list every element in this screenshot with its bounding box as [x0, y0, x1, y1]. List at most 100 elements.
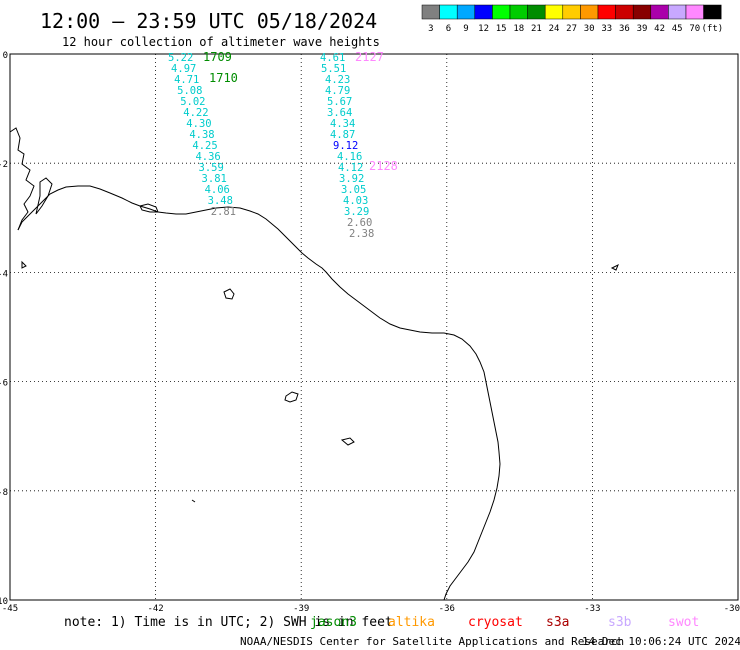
scale-label: 45	[672, 24, 683, 34]
satellite-legend-s3a: s3a	[546, 615, 569, 630]
satellite-legend-swot: swot	[668, 615, 699, 630]
wave-height-value: 5.22	[168, 52, 193, 64]
scale-label: 24	[549, 24, 560, 34]
lon-label: -30	[724, 604, 740, 614]
lon-label: -33	[584, 604, 600, 614]
island-4	[340, 437, 355, 446]
map-frame: 0 -2 -4 -6 -8 -10 -45 -42 -39 -36 -33 -30	[0, 51, 740, 614]
wave-height-value: 4.36	[195, 151, 220, 163]
wave-height-value: 3.64	[327, 107, 352, 119]
scale-swatch	[492, 4, 511, 20]
island-7	[191, 499, 196, 503]
lon-label: -39	[293, 604, 309, 614]
satellite-legend-s3b: s3b	[608, 615, 632, 630]
track-2: 4.615.514.234.795.673.644.344.879.124.16…	[320, 50, 398, 240]
scale-label: 33	[601, 24, 612, 34]
scale-label: 12	[478, 24, 489, 34]
scale-swatch	[509, 4, 528, 20]
wave-height-value: 2.81	[211, 206, 236, 218]
satellite-legend: jason3 altika cryosat s3a s3b swot	[310, 615, 699, 630]
wave-height-value: 4.71	[174, 74, 199, 86]
map-subtitle: 12 hour collection of altimeter wave hei…	[62, 35, 380, 49]
wave-height-value: 2.38	[349, 228, 374, 240]
longitude-labels: -45 -42 -39 -36 -33 -30	[2, 604, 740, 614]
footer-credit: NOAA/NESDIS Center for Satellite Applica…	[240, 635, 624, 648]
lat-label: 0	[3, 51, 8, 61]
wave-height-value: 4.30	[186, 118, 211, 130]
satellite-legend-cryosat: cryosat	[468, 615, 523, 630]
coastline-northwest	[9, 127, 53, 231]
scale-label: 3	[428, 24, 433, 34]
scale-label: 15	[496, 24, 507, 34]
time-label: 1710	[209, 71, 238, 85]
scale-label: 70	[689, 24, 700, 34]
wave-height-value: 5.51	[321, 63, 346, 75]
wave-height-value: 3.05	[341, 184, 366, 196]
lon-label: -36	[439, 604, 455, 614]
lat-label: -10	[0, 597, 8, 607]
lat-label: -2	[0, 160, 8, 170]
scale-label: 27	[566, 24, 577, 34]
scale-label: 21	[531, 24, 542, 34]
wave-height-value: 3.92	[339, 173, 364, 185]
wave-height-value: 5.08	[177, 85, 202, 97]
wave-height-value: 3.81	[202, 173, 227, 185]
time-label: 1709	[203, 50, 232, 64]
scale-swatch	[668, 4, 687, 20]
scale-label: 9	[463, 24, 468, 34]
wave-height-value: 3.59	[199, 162, 224, 174]
scale-swatch	[685, 4, 704, 20]
scale-swatch	[650, 4, 669, 20]
scale-label: 6	[446, 24, 451, 34]
scale-swatch	[439, 4, 458, 20]
island-6	[21, 260, 27, 269]
wave-height-value: 4.12	[338, 162, 363, 174]
scale-label: 36	[619, 24, 630, 34]
coastline	[9, 127, 619, 601]
scale-swatch	[597, 4, 616, 20]
wave-height-value: 4.97	[171, 63, 196, 75]
wave-height-value: 4.25	[192, 140, 217, 152]
wave-height-value: 4.23	[325, 74, 350, 86]
island-5	[610, 263, 619, 271]
scale-swatch	[456, 4, 476, 20]
wave-height-value: 4.38	[189, 129, 214, 141]
lat-label: -4	[0, 269, 8, 279]
satellite-legend-altika: altika	[388, 615, 435, 630]
scale-swatch	[562, 4, 581, 20]
lat-label: -6	[0, 379, 8, 389]
graticule	[10, 54, 738, 600]
lon-label: -42	[147, 604, 163, 614]
scale-swatch	[580, 4, 599, 20]
satellite-legend-jason3: jason3	[310, 615, 357, 630]
footer-note: note: 1) Time is in UTC; 2) SWH is in fe…	[64, 615, 393, 630]
scale-swatch	[615, 4, 634, 20]
island-2	[223, 288, 235, 300]
scale-swatch	[703, 4, 722, 20]
island-3	[284, 391, 299, 403]
time-label: 2128	[369, 159, 398, 173]
scale-label: 42	[654, 24, 665, 34]
color-scale: 3 6 9 12 15 18 21 24 27 30 33 36 39 42 45 70 (ft)	[421, 4, 724, 34]
coastline-main	[17, 185, 501, 601]
wave-height-value: 4.22	[183, 107, 208, 119]
scale-label: 39	[637, 24, 648, 34]
wave-height-value: 3.29	[344, 206, 369, 218]
footer-timestamp: 14 Dec 10:06:24 UTC 2024	[582, 635, 740, 648]
wave-height-value: 4.16	[337, 151, 362, 163]
scale-label: (ft)	[702, 24, 724, 34]
wave-height-value: 4.79	[325, 85, 350, 97]
wave-height-value: 5.67	[327, 96, 352, 108]
scale-swatch	[527, 4, 546, 20]
scale-swatch	[474, 4, 493, 20]
wave-height-value: 5.02	[180, 96, 205, 108]
lat-label: -8	[0, 488, 8, 498]
lon-label: -45	[2, 604, 18, 614]
scale-swatch	[544, 4, 564, 20]
wave-height-value: 2.60	[347, 217, 372, 229]
wave-height-value: 4.61	[320, 52, 345, 64]
wave-height-value: 4.34	[330, 118, 355, 130]
scale-swatch	[632, 4, 652, 20]
scale-label: 18	[513, 24, 524, 34]
